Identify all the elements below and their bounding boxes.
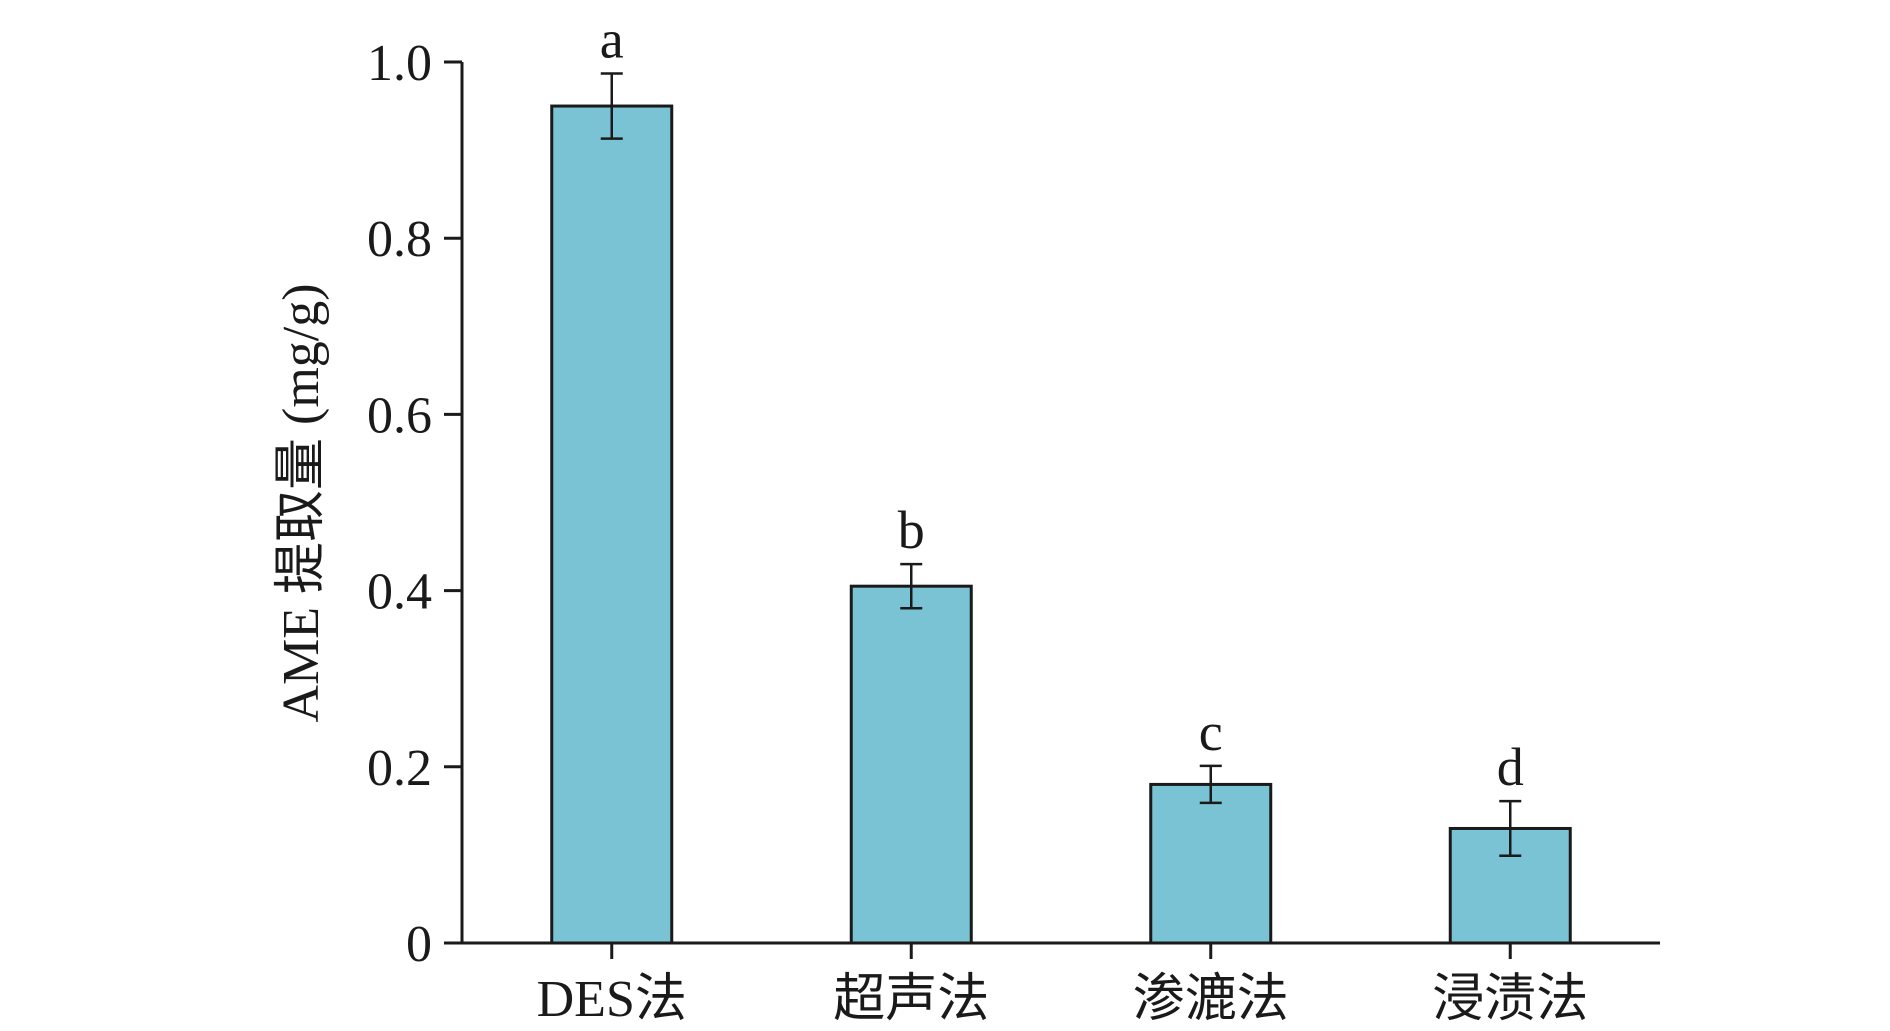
bars-layer	[550, 104, 1572, 945]
significance-label: d	[1497, 737, 1524, 797]
significance-label: a	[600, 9, 624, 69]
significance-label: b	[898, 500, 925, 560]
y-tick-label: 0.2	[367, 740, 432, 797]
significance-labels: a b c d	[600, 9, 1524, 797]
y-tick-label: 1.0	[367, 35, 432, 92]
significance-label: c	[1199, 702, 1223, 762]
error-bars-layer	[600, 72, 1522, 858]
x-tick-label: 渗漉法	[1133, 971, 1289, 1028]
bar	[1149, 782, 1273, 945]
bar	[550, 104, 674, 945]
x-tick-label: 浸渍法	[1432, 971, 1588, 1028]
x-tick-label: DES法	[537, 971, 687, 1028]
y-axis-title: AME 提取量 (mg/g)	[273, 283, 330, 722]
y-tick-label: 0.6	[367, 387, 432, 444]
y-ticks: 0 0.2 0.4 0.6 0.8 1.0	[367, 35, 462, 973]
bar	[849, 584, 973, 945]
axes	[460, 62, 1660, 945]
x-ticks: DES法 超声法 渗漉法 浸渍法	[537, 943, 1588, 1028]
x-tick-label: 超声法	[833, 971, 989, 1028]
y-tick-label: 0	[406, 916, 432, 973]
y-tick-label: 0.4	[367, 564, 432, 621]
y-tick-label: 0.8	[367, 211, 432, 268]
